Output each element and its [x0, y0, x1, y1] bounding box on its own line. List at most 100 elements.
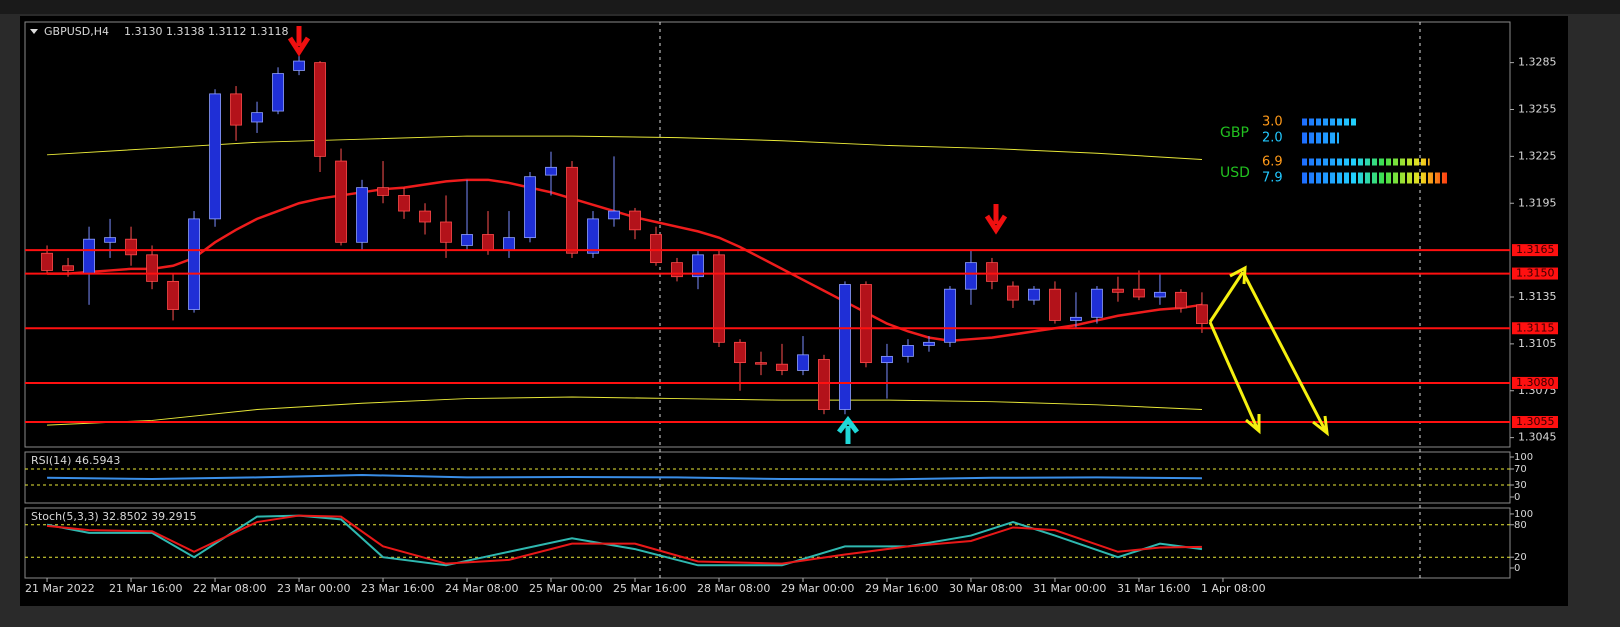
candle-body [650, 234, 662, 264]
candle-body [524, 176, 536, 239]
x-tick-label: 22 Mar 08:00 [193, 582, 266, 595]
candle-body [230, 93, 242, 126]
candle-body [944, 288, 956, 343]
candle-body [62, 265, 74, 271]
price-level-label: 1.3150 [1516, 267, 1555, 280]
strength-value: 6.9 [1262, 155, 1283, 170]
strength-value: 7.9 [1262, 171, 1283, 186]
top-strip [0, 0, 1620, 14]
candle-body [272, 73, 284, 112]
x-tick-label: 30 Mar 08:00 [949, 582, 1022, 595]
x-tick-label: 28 Mar 08:00 [697, 582, 770, 595]
candle-body [1007, 285, 1019, 301]
candle-body [1070, 316, 1082, 321]
price-level-label: 1.3055 [1516, 415, 1555, 428]
candle-body [335, 160, 347, 243]
candle-body [755, 362, 767, 365]
candle-body [713, 254, 725, 343]
candle-body [1196, 304, 1208, 324]
candle-body [167, 280, 179, 310]
candle-body [965, 262, 977, 290]
indicator-line [47, 135, 1202, 160]
candle-body [41, 252, 53, 271]
y-tick-label: 0 [1514, 492, 1520, 503]
x-tick-label: 25 Mar 16:00 [613, 582, 686, 595]
price-level-tag [1512, 416, 1558, 428]
x-tick-label: 21 Mar 2022 [25, 582, 95, 595]
y-tick-label: 80 [1514, 520, 1527, 531]
price-level-tag [1512, 376, 1558, 389]
candle-body [797, 354, 809, 371]
x-tick-label: 25 Mar 00:00 [529, 582, 602, 595]
yellow-arrow [1241, 271, 1329, 437]
candle-body [398, 195, 410, 212]
price-level-label: 1.3080 [1516, 376, 1555, 389]
candle-body [146, 254, 158, 282]
candle-body [1154, 291, 1166, 298]
y-tick-label: 1.3225 [1518, 149, 1557, 162]
candle-body [440, 221, 452, 243]
price-level-label: 1.3115 [1516, 321, 1555, 334]
y-tick-label: 1.3285 [1518, 56, 1557, 69]
main-panel-frame [24, 21, 1511, 448]
x-tick-label: 23 Mar 00:00 [277, 582, 350, 595]
up-arrow [837, 415, 859, 444]
down-arrow [287, 26, 311, 57]
candle-body [923, 341, 935, 346]
y-tick-label: 1.3135 [1518, 290, 1557, 303]
candle-body [461, 234, 473, 246]
currency-label: GBP [1220, 125, 1249, 141]
y-tick-label: 0 [1514, 563, 1520, 574]
chart-header-symbol: GBPUSD,H4 [44, 25, 109, 38]
candle-body [356, 187, 368, 243]
candle-body [734, 341, 746, 364]
candle-body [1175, 291, 1187, 309]
indicator-line [47, 178, 1203, 343]
y-tick-label: 100 [1514, 452, 1533, 463]
strength-value: 2.0 [1262, 131, 1283, 146]
menu-triangle[interactable] [30, 29, 38, 34]
candle-body [377, 187, 389, 196]
rsi-panel-frame [24, 451, 1511, 504]
candle-body [104, 237, 116, 243]
candle-body [692, 254, 704, 278]
candle-body [608, 210, 620, 220]
y-tick-label: 70 [1514, 464, 1527, 475]
candle-body [83, 238, 95, 274]
y-tick-label: 1.3045 [1518, 431, 1557, 444]
candle-body [1133, 288, 1145, 298]
x-tick-label: 29 Mar 16:00 [865, 582, 938, 595]
price-level-tag [1512, 267, 1558, 280]
candle-body [545, 166, 557, 176]
x-tick-label: 31 Mar 00:00 [1033, 582, 1106, 595]
candle-body [1028, 288, 1040, 301]
strength-value: 3.0 [1262, 115, 1283, 130]
candle-body [902, 345, 914, 357]
candle-body [419, 210, 431, 223]
price-level-label: 1.3165 [1516, 243, 1555, 256]
x-tick-label: 21 Mar 16:00 [109, 582, 182, 595]
candle-body [818, 359, 830, 410]
candle-body [503, 237, 515, 251]
y-tick-label: 20 [1514, 552, 1527, 563]
y-tick-label: 1.3255 [1518, 103, 1557, 116]
y-tick-label: 100 [1514, 509, 1533, 520]
x-tick-label: 1 Apr 08:00 [1201, 582, 1266, 595]
yellow-arrow [1208, 265, 1247, 323]
x-tick-label: 24 Mar 08:00 [445, 582, 518, 595]
price-level-tag [1512, 244, 1558, 257]
candle-body [566, 166, 578, 254]
indicator-line [46, 514, 1202, 565]
candle-body [671, 262, 683, 278]
candle-body [314, 62, 326, 157]
y-tick-label: 1.3105 [1518, 337, 1557, 350]
candle-body [587, 218, 599, 254]
candle-body [881, 355, 893, 364]
candle-body [125, 238, 137, 256]
indicator-title: RSI(14) 46.5943 [31, 454, 120, 467]
price-level-tag [1512, 322, 1558, 335]
candle-body [839, 284, 851, 410]
indicator-line [47, 473, 1202, 481]
chart-header-quote: 1.3130 1.3138 1.3112 1.3118 [124, 25, 288, 38]
annotation-arrows [287, 26, 1329, 444]
